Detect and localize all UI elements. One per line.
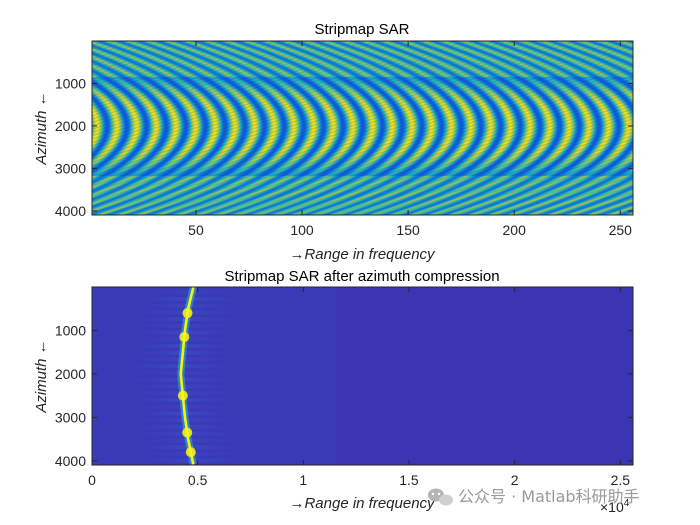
top-heatmap-image — [92, 41, 633, 215]
x-tick-label: 150 — [396, 222, 420, 238]
bright-spot — [185, 447, 196, 458]
x-tick-label: 50 — [188, 222, 204, 238]
bottom-plot-title: Stripmap SAR after azimuth compression — [224, 268, 499, 285]
y-tick-label: 2000 — [55, 118, 86, 134]
x-tick-label: 2 — [511, 472, 519, 488]
top-plot-frame — [91, 40, 634, 216]
near-range-glow — [92, 287, 336, 465]
top-x-ticks: 50 100 150 200 250 — [188, 41, 632, 238]
y-tick-label: 4000 — [55, 203, 86, 219]
y-tick-label: 1000 — [55, 75, 86, 91]
bright-spot — [177, 390, 188, 401]
bright-spot — [182, 308, 193, 319]
x-tick-label: 1.5 — [399, 472, 419, 488]
x-tick-label: 200 — [503, 222, 527, 238]
y-tick-label: 1000 — [55, 322, 86, 338]
watermark-text: 公众号 · Matlab科研助手 — [458, 487, 640, 506]
top-y-ticks: 1000 2000 3000 4000 — [55, 75, 633, 219]
bottom-target-curve — [177, 286, 197, 466]
bottom-y-axis-label: Azimuth ← — [33, 339, 50, 413]
top-fringe-pattern — [92, 41, 633, 215]
bright-spot — [182, 427, 193, 438]
bottom-y-ticks: 1000 2000 3000 4000 — [55, 322, 633, 469]
wechat-icon — [428, 488, 453, 506]
x-tick-label: 0.5 — [188, 472, 208, 488]
bottom-plot-frame — [91, 286, 634, 466]
y-tick-label: 2000 — [55, 366, 86, 382]
y-tick-label: 3000 — [55, 160, 86, 176]
bottom-x-ticks: 0 0.5 1 1.5 2 2.5 — [88, 287, 630, 488]
top-x-axis-label: →Range in frequency — [289, 246, 436, 263]
x-tick-label: 1 — [299, 472, 307, 488]
y-tick-label: 3000 — [55, 409, 86, 425]
bottom-sidelobe-texture — [92, 287, 336, 465]
top-plot-title: Stripmap SAR — [314, 21, 409, 38]
bottom-plot: 0 0.5 1 1.5 2 2.5 1000 2000 3000 4000 Stripmap S… — [33, 268, 634, 515]
x-tick-label: 250 — [609, 222, 633, 238]
x-tick-label: 0 — [88, 472, 96, 488]
y-tick-label: 4000 — [55, 453, 86, 469]
x-tick-label: 100 — [290, 222, 314, 238]
bottom-x-multiplier: ×104 — [600, 498, 630, 515]
watermark: 公众号 · Matlab科研助手 — [428, 487, 640, 506]
bottom-x-axis-label: →Range in frequency — [289, 495, 436, 512]
top-y-axis-label: Azimuth ← — [33, 91, 50, 165]
x-tick-label: 2.5 — [611, 472, 631, 488]
bright-spot — [179, 331, 190, 342]
top-plot: 50 100 150 200 250 1000 2000 3000 4000 Stripmap… — [33, 21, 634, 263]
